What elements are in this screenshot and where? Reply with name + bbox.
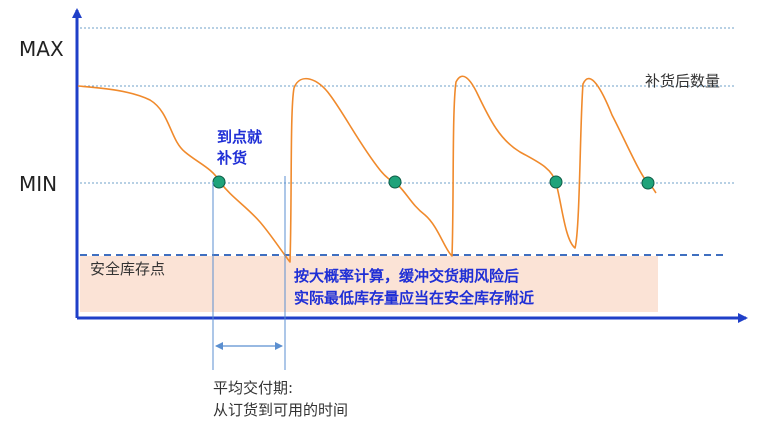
replenished-quantity-label: 补货后数量 — [645, 72, 720, 90]
safety-stock-band — [80, 256, 658, 312]
min-label: MIN — [19, 172, 57, 196]
reorder-annotation-line2: 补货 — [216, 149, 247, 167]
risk-note-line2: 实际最低库存量应当在安全库存附近 — [294, 289, 534, 307]
lead-time-label-line2: 从订货到可用的时间 — [213, 401, 348, 419]
reorder-point-marker — [388, 175, 402, 189]
risk-note-line1: 按大概率计算，缓冲交货期风险后 — [294, 267, 519, 285]
lead-time-label-line1: 平均交付期: — [213, 379, 293, 397]
reorder-point-marker — [641, 176, 655, 190]
reorder-annotation-line1: 到点就 — [217, 128, 262, 146]
max-label: MAX — [19, 37, 64, 61]
reorder-point-marker — [212, 175, 226, 189]
safety-stock-label: 安全库存点 — [90, 260, 165, 278]
inventory-curve — [77, 75, 657, 263]
reorder-point-marker — [549, 175, 563, 189]
